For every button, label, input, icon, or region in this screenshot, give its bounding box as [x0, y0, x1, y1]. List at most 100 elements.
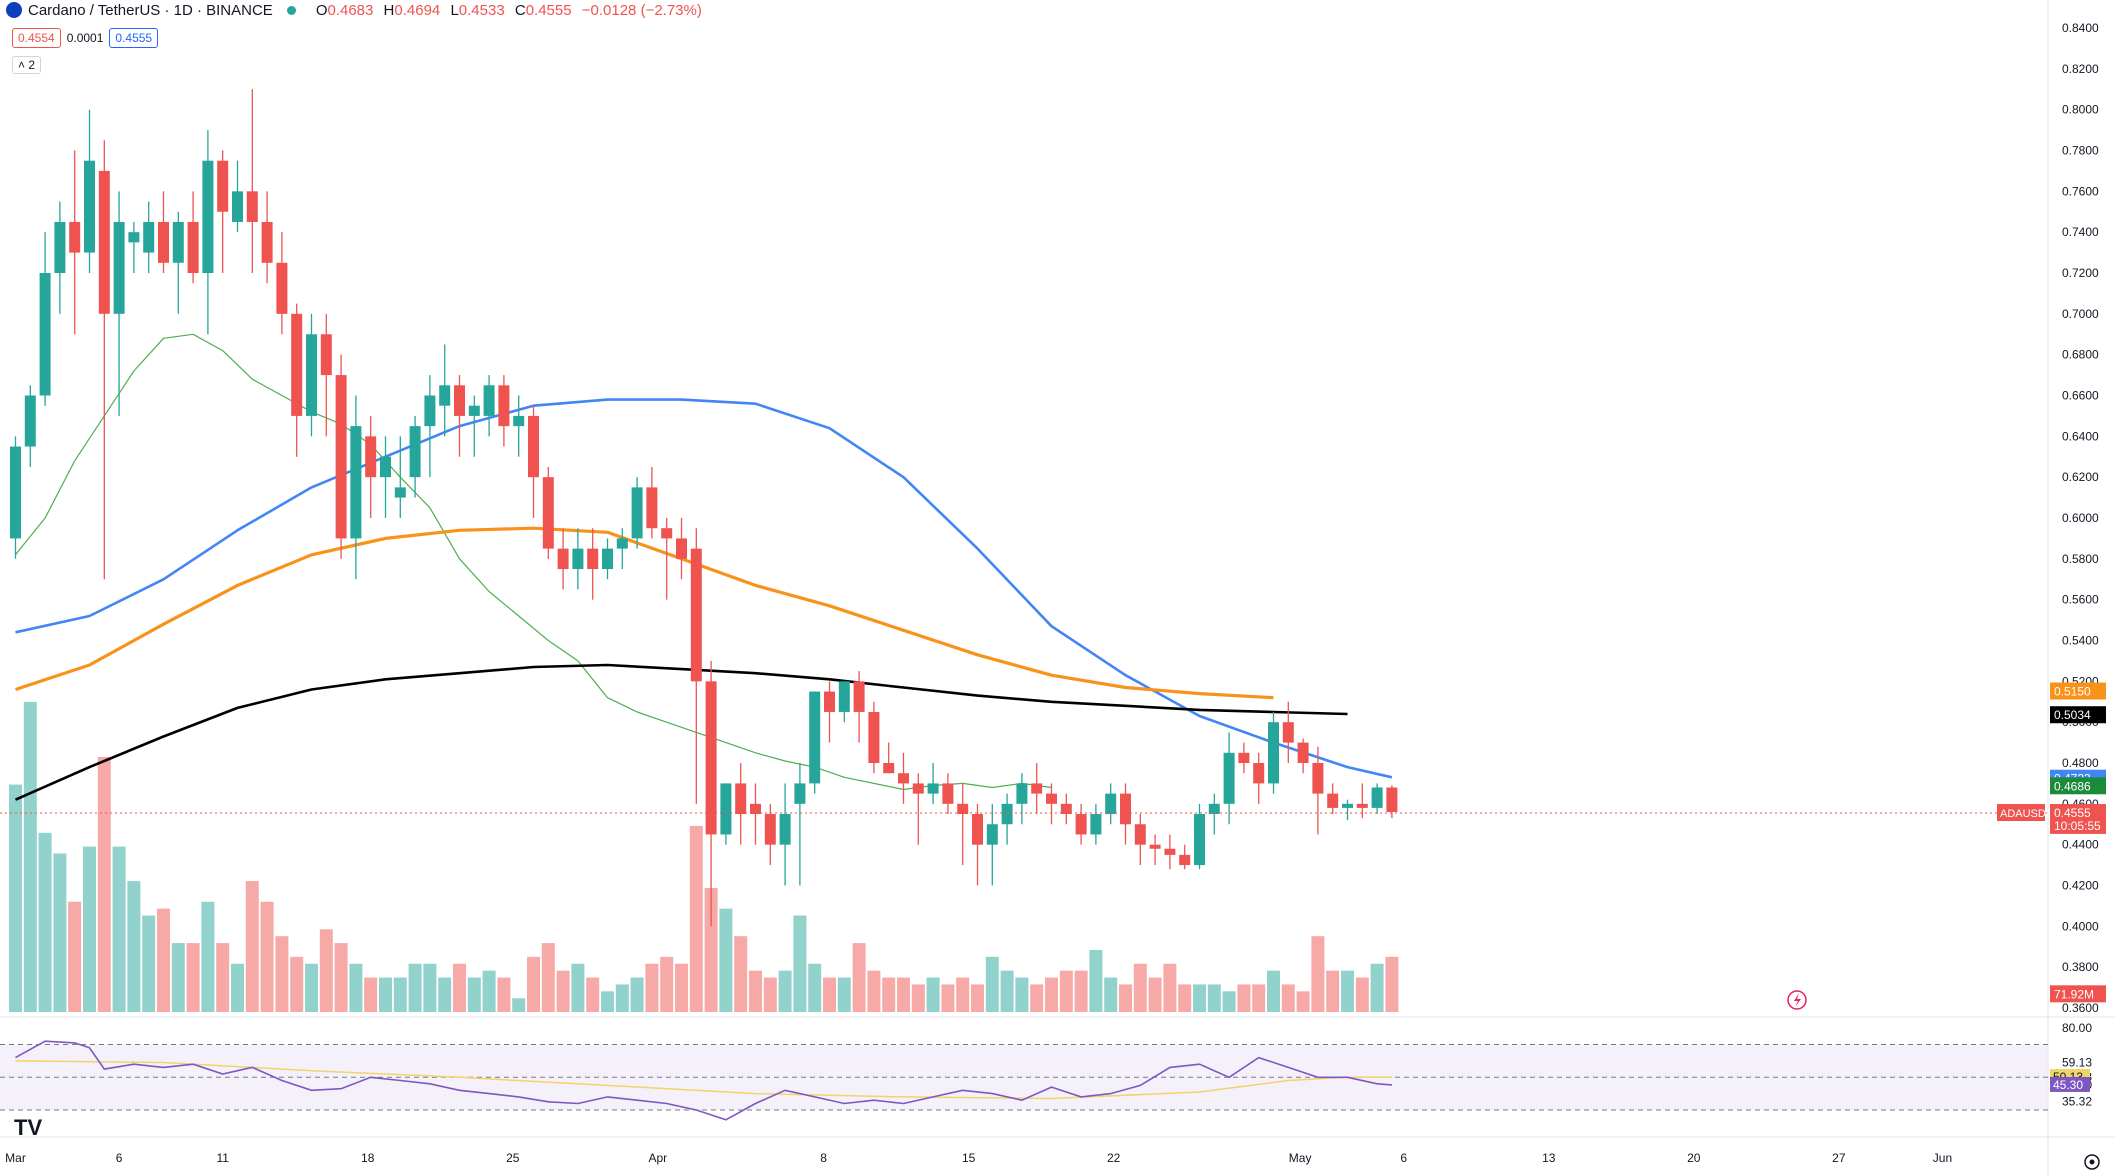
candle-down [868, 701, 880, 774]
volume-bar [1148, 977, 1162, 1012]
tradingview-logo[interactable]: TV [14, 1115, 43, 1140]
candle-up [54, 201, 66, 314]
volume-bar [630, 977, 644, 1012]
candle-up [720, 783, 732, 845]
candle-body [232, 191, 243, 222]
price-axis-label-box [2050, 816, 2106, 834]
candle-body [838, 681, 850, 712]
volume-bar [364, 977, 378, 1012]
candle-body [912, 783, 924, 794]
symbol-title[interactable]: Cardano / TetherUS · 1D · BINANCE [28, 1, 273, 19]
candle-body [1031, 783, 1043, 794]
volume-bar [941, 984, 955, 1012]
candle-body [1356, 803, 1368, 808]
indicators-collapse-button[interactable]: ˄ 2 [12, 56, 42, 74]
candle-body [1386, 787, 1398, 812]
volume-bar [260, 901, 274, 1012]
volume-bar [453, 963, 466, 1012]
y-tick-label: 0.5400 [2062, 634, 2099, 648]
moving-average-line [14, 663, 1348, 801]
candle-down [528, 405, 539, 518]
candle-down [942, 773, 954, 815]
volume-bar [1193, 984, 1206, 1012]
buy-button[interactable]: 0.4555 [109, 28, 159, 48]
candle-up [1342, 799, 1353, 821]
volume-bar [1207, 984, 1221, 1012]
candle-body [1342, 803, 1353, 808]
volume-bar [1089, 949, 1103, 1012]
candle-body [1223, 752, 1235, 804]
candle-up [838, 681, 850, 723]
candle-down [498, 375, 510, 447]
candle-down [1046, 783, 1057, 825]
candle-body [542, 477, 554, 549]
candle-down [246, 89, 258, 273]
volume-bar [512, 998, 526, 1012]
candle-down [705, 660, 717, 927]
candle-body [483, 385, 495, 416]
candle-body [750, 803, 761, 815]
volume-bar [734, 936, 748, 1012]
volume-bar [245, 881, 259, 1012]
candle-body [631, 487, 643, 539]
candle-down [1149, 834, 1161, 866]
candle-up [128, 221, 140, 273]
candle-up [1223, 732, 1235, 825]
x-tick-label: 20 [1687, 1151, 1701, 1165]
candle-up [794, 763, 806, 886]
volume-bar [1030, 984, 1044, 1012]
ohlc-readout: O0.4683 H0.4694 L0.4533 C0.4555 −0.0128 … [315, 1, 702, 19]
candle-down [1282, 701, 1294, 763]
candle-down [69, 150, 81, 335]
volume-bar [926, 977, 940, 1012]
candle-down [824, 681, 835, 743]
candle-body [261, 221, 273, 263]
y-tick-label: 0.7600 [2062, 184, 2099, 198]
candle-body [572, 548, 584, 570]
candle-up [350, 395, 362, 580]
x-tick-label: 8 [820, 1151, 827, 1165]
candle-body [424, 395, 436, 427]
price-axis-label-box [2050, 706, 2106, 724]
rsi-line [15, 1040, 1392, 1121]
volume-bar [911, 984, 925, 1012]
candle-body [1090, 814, 1102, 835]
volume-bar [497, 977, 511, 1012]
rsi-tick-label: 59.13 [2062, 1055, 2092, 1069]
candle-body [809, 691, 821, 784]
y-tick-label: 0.4800 [2062, 756, 2099, 770]
sell-button[interactable]: 0.4554 [12, 28, 61, 48]
y-tick-label: 0.6800 [2062, 348, 2099, 362]
candle-down [1327, 783, 1339, 815]
volume-bar [482, 970, 496, 1012]
candle-body [365, 436, 377, 478]
candle-down [291, 303, 303, 457]
x-tick-label: 18 [361, 1151, 375, 1165]
volume-bar [660, 956, 674, 1012]
candle-body [883, 763, 895, 774]
candle-down [1297, 738, 1309, 774]
volume-bar [1370, 963, 1384, 1012]
candle-body [1105, 793, 1117, 815]
candle-up [1001, 793, 1013, 845]
candle-body [1327, 793, 1339, 808]
volume-bar [290, 956, 304, 1012]
price-axis-label-box [2050, 804, 2106, 822]
candle-down [690, 528, 702, 804]
price-axis-label: 0.5150 [2054, 685, 2091, 699]
candle-up [232, 160, 243, 233]
volume-bar [867, 970, 881, 1012]
candle-up [1016, 773, 1028, 825]
moving-average-line [14, 526, 1274, 700]
volume-bar [823, 977, 836, 1012]
price-axis-label: 0.5034 [2054, 708, 2091, 722]
candle-up [779, 783, 791, 886]
candle-down [1075, 803, 1087, 845]
candle-body [1001, 803, 1013, 825]
volume-bar [837, 977, 851, 1012]
moving-average-line [15, 333, 1052, 791]
candle-down [217, 150, 229, 273]
volume-bar [985, 956, 999, 1012]
volume-bar [127, 881, 141, 1012]
